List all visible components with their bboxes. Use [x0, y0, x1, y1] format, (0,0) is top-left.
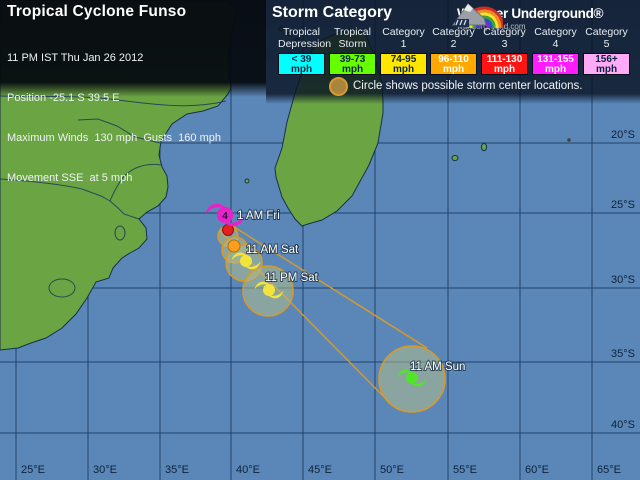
- mauritius-island: [480, 142, 488, 152]
- legend-category-4: Category 4 131-155 mph: [532, 26, 579, 75]
- legend-note: Circle shows possible storm center locat…: [353, 80, 583, 92]
- legend-title: Storm Category: [272, 4, 393, 21]
- legend-swatch-1: 74-95 mph: [380, 53, 427, 75]
- legend-category-2: Category 2 96-110 mph: [430, 26, 477, 75]
- lon-label: 50°E: [380, 464, 404, 476]
- lon-label: 25°E: [21, 464, 45, 476]
- storm-time: 11 PM IST Thu Jan 26 2012: [7, 51, 144, 64]
- legend-category-1: Category 1 74-95 mph: [380, 26, 427, 75]
- lesotho-border: [48, 278, 76, 298]
- track-label: 11 AM Sun: [410, 361, 465, 373]
- lon-label: 65°E: [597, 464, 621, 476]
- legend-swatch-td: < 39 mph: [278, 53, 325, 75]
- storm-info-lines: 11 PM IST Thu Jan 26 2012 Position -25.1…: [7, 25, 221, 213]
- track-label: 11 PM Sat: [265, 272, 319, 284]
- lat-label: 30°S: [611, 274, 635, 286]
- legend-swatch-ts: 39-73 mph: [329, 53, 376, 75]
- lat-label: 35°S: [611, 348, 635, 360]
- rodrigues-island: [567, 138, 571, 142]
- lat-label: 40°S: [611, 419, 635, 431]
- legend-category-td: Tropical Depression < 39 mph: [278, 26, 332, 75]
- legend-swatch-3: 111-130 mph: [481, 53, 528, 75]
- longitude-labels: 25°E 30°E 35°E 40°E 45°E 50°E 55°E 60°E …: [21, 464, 621, 476]
- lon-label: 30°E: [93, 464, 117, 476]
- lat-label: 20°S: [611, 129, 635, 141]
- lon-label: 55°E: [453, 464, 477, 476]
- track-label: 1 AM Fri: [237, 210, 280, 222]
- uncertainty-circle-icon: [329, 77, 348, 96]
- legend-swatch-5: 156+ mph: [583, 53, 630, 75]
- storm-winds: Maximum Winds 130 mph Gusts 160 mph: [7, 132, 221, 145]
- wu-rainbow-cloud-icon: [452, 3, 503, 28]
- legend-swatch-4: 131-155 mph: [532, 53, 579, 75]
- storm-title: Tropical Cyclone Funso: [7, 3, 187, 20]
- storm-info-panel: [0, 0, 266, 97]
- legend-panel: [266, 0, 640, 104]
- track-time-labels: 1 AM Fri 11 AM Sat 11 PM Sat 11 AM Sun: [236, 209, 466, 374]
- forecast-dot-cat2: [227, 239, 241, 253]
- track-label: 11 AM Sat: [246, 244, 299, 256]
- storm-position: Position -25.1 S 39.5 E: [7, 92, 120, 105]
- lon-label: 35°E: [165, 464, 189, 476]
- storm-movement: Movement SSE at 5 mph: [7, 172, 133, 185]
- lat-label: 25°S: [611, 199, 635, 211]
- storm-track-points: 4: [205, 203, 427, 387]
- europa-island: [244, 178, 250, 184]
- latitude-labels: 20°S 25°S 30°S 35°S 40°S: [611, 129, 635, 431]
- legend-category-3: Category 3 111-130 mph: [481, 26, 528, 75]
- swaziland-border: [114, 225, 126, 241]
- lon-label: 60°E: [525, 464, 549, 476]
- legend-swatch-2: 96-110 mph: [430, 53, 477, 75]
- weather-underground-logo[interactable]: Weather Underground® wunderground.com: [451, 1, 604, 31]
- reunion-island: [451, 154, 459, 162]
- lon-label: 45°E: [308, 464, 332, 476]
- legend-category-5: Category 5 156+ mph: [583, 26, 630, 75]
- current-category-number: 4: [222, 211, 228, 222]
- legend-category-ts: Tropical Storm 39-73 mph: [329, 26, 376, 75]
- lon-label: 40°E: [236, 464, 260, 476]
